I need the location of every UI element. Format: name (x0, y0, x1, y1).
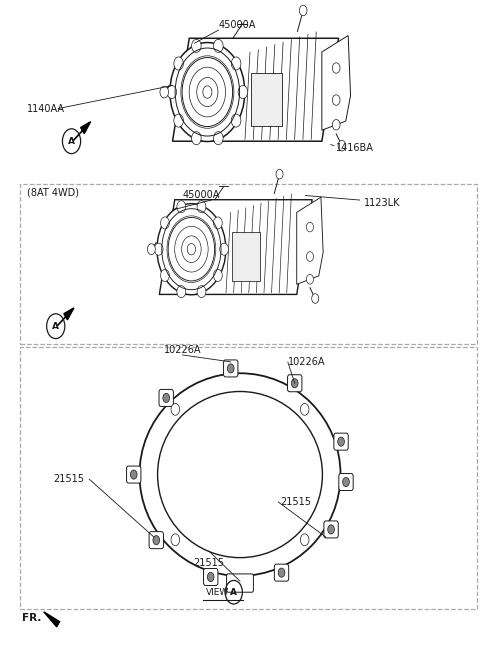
Text: 1416BA: 1416BA (336, 143, 373, 153)
Circle shape (197, 286, 206, 297)
Circle shape (160, 217, 169, 229)
Circle shape (306, 222, 313, 232)
Circle shape (160, 86, 168, 98)
Circle shape (276, 170, 283, 179)
FancyBboxPatch shape (227, 574, 253, 592)
Circle shape (220, 243, 228, 255)
Bar (20, 347, 477, 608)
Circle shape (343, 477, 349, 487)
Circle shape (131, 470, 137, 479)
Circle shape (338, 437, 345, 446)
Circle shape (167, 86, 177, 98)
Circle shape (328, 525, 335, 534)
Text: VIEW: VIEW (205, 588, 229, 597)
Circle shape (338, 140, 346, 151)
FancyBboxPatch shape (324, 521, 338, 538)
Circle shape (231, 114, 241, 127)
Circle shape (278, 568, 285, 577)
Text: 45000A: 45000A (219, 20, 256, 30)
Text: 1123LK: 1123LK (364, 198, 401, 208)
Circle shape (171, 534, 180, 546)
Circle shape (163, 394, 169, 403)
FancyBboxPatch shape (275, 564, 288, 581)
FancyBboxPatch shape (224, 360, 238, 377)
Text: 45000A: 45000A (183, 190, 220, 200)
Ellipse shape (170, 43, 245, 141)
Circle shape (154, 243, 163, 255)
Polygon shape (81, 122, 91, 134)
Circle shape (214, 132, 223, 145)
Circle shape (228, 364, 234, 373)
Text: 1140AA: 1140AA (27, 103, 65, 113)
FancyBboxPatch shape (232, 232, 260, 280)
FancyBboxPatch shape (204, 569, 218, 586)
Text: 21515: 21515 (281, 497, 312, 507)
Circle shape (332, 119, 340, 130)
Text: A: A (230, 588, 237, 597)
Circle shape (177, 286, 186, 297)
Polygon shape (64, 308, 74, 320)
Text: 10226A: 10226A (288, 357, 325, 367)
Circle shape (207, 572, 214, 582)
Ellipse shape (157, 204, 226, 295)
Text: 10226A: 10226A (164, 345, 201, 355)
Polygon shape (159, 200, 312, 295)
Polygon shape (297, 197, 323, 284)
Circle shape (231, 57, 241, 70)
Circle shape (306, 274, 313, 284)
FancyBboxPatch shape (334, 433, 348, 450)
Circle shape (192, 132, 201, 145)
Circle shape (174, 114, 183, 127)
Text: FR.: FR. (22, 613, 42, 624)
Ellipse shape (182, 58, 233, 126)
Circle shape (312, 293, 319, 303)
Polygon shape (44, 612, 60, 627)
Circle shape (306, 252, 313, 261)
Ellipse shape (168, 217, 215, 281)
Circle shape (153, 536, 160, 545)
Circle shape (177, 200, 186, 213)
FancyBboxPatch shape (288, 375, 302, 392)
Polygon shape (322, 35, 350, 130)
FancyBboxPatch shape (149, 532, 164, 549)
FancyBboxPatch shape (339, 474, 353, 491)
Bar (20, 183, 477, 344)
Text: 21515: 21515 (53, 474, 84, 484)
Circle shape (174, 57, 183, 70)
Circle shape (214, 39, 223, 52)
Text: 21515: 21515 (193, 557, 224, 568)
Circle shape (238, 86, 248, 98)
Circle shape (214, 269, 222, 282)
Circle shape (332, 63, 340, 73)
FancyBboxPatch shape (159, 390, 173, 406)
FancyBboxPatch shape (127, 466, 141, 483)
Circle shape (214, 217, 222, 229)
Text: (8AT 4WD): (8AT 4WD) (27, 188, 79, 198)
Circle shape (197, 200, 206, 213)
Circle shape (291, 379, 298, 388)
Text: A: A (52, 322, 59, 331)
Circle shape (300, 403, 309, 415)
Circle shape (332, 95, 340, 105)
Circle shape (171, 403, 180, 415)
Circle shape (147, 244, 156, 255)
Text: A: A (68, 137, 75, 145)
Circle shape (160, 269, 169, 282)
FancyBboxPatch shape (251, 73, 282, 126)
Circle shape (300, 5, 307, 16)
Circle shape (300, 534, 309, 546)
Circle shape (192, 39, 201, 52)
Polygon shape (172, 38, 338, 141)
